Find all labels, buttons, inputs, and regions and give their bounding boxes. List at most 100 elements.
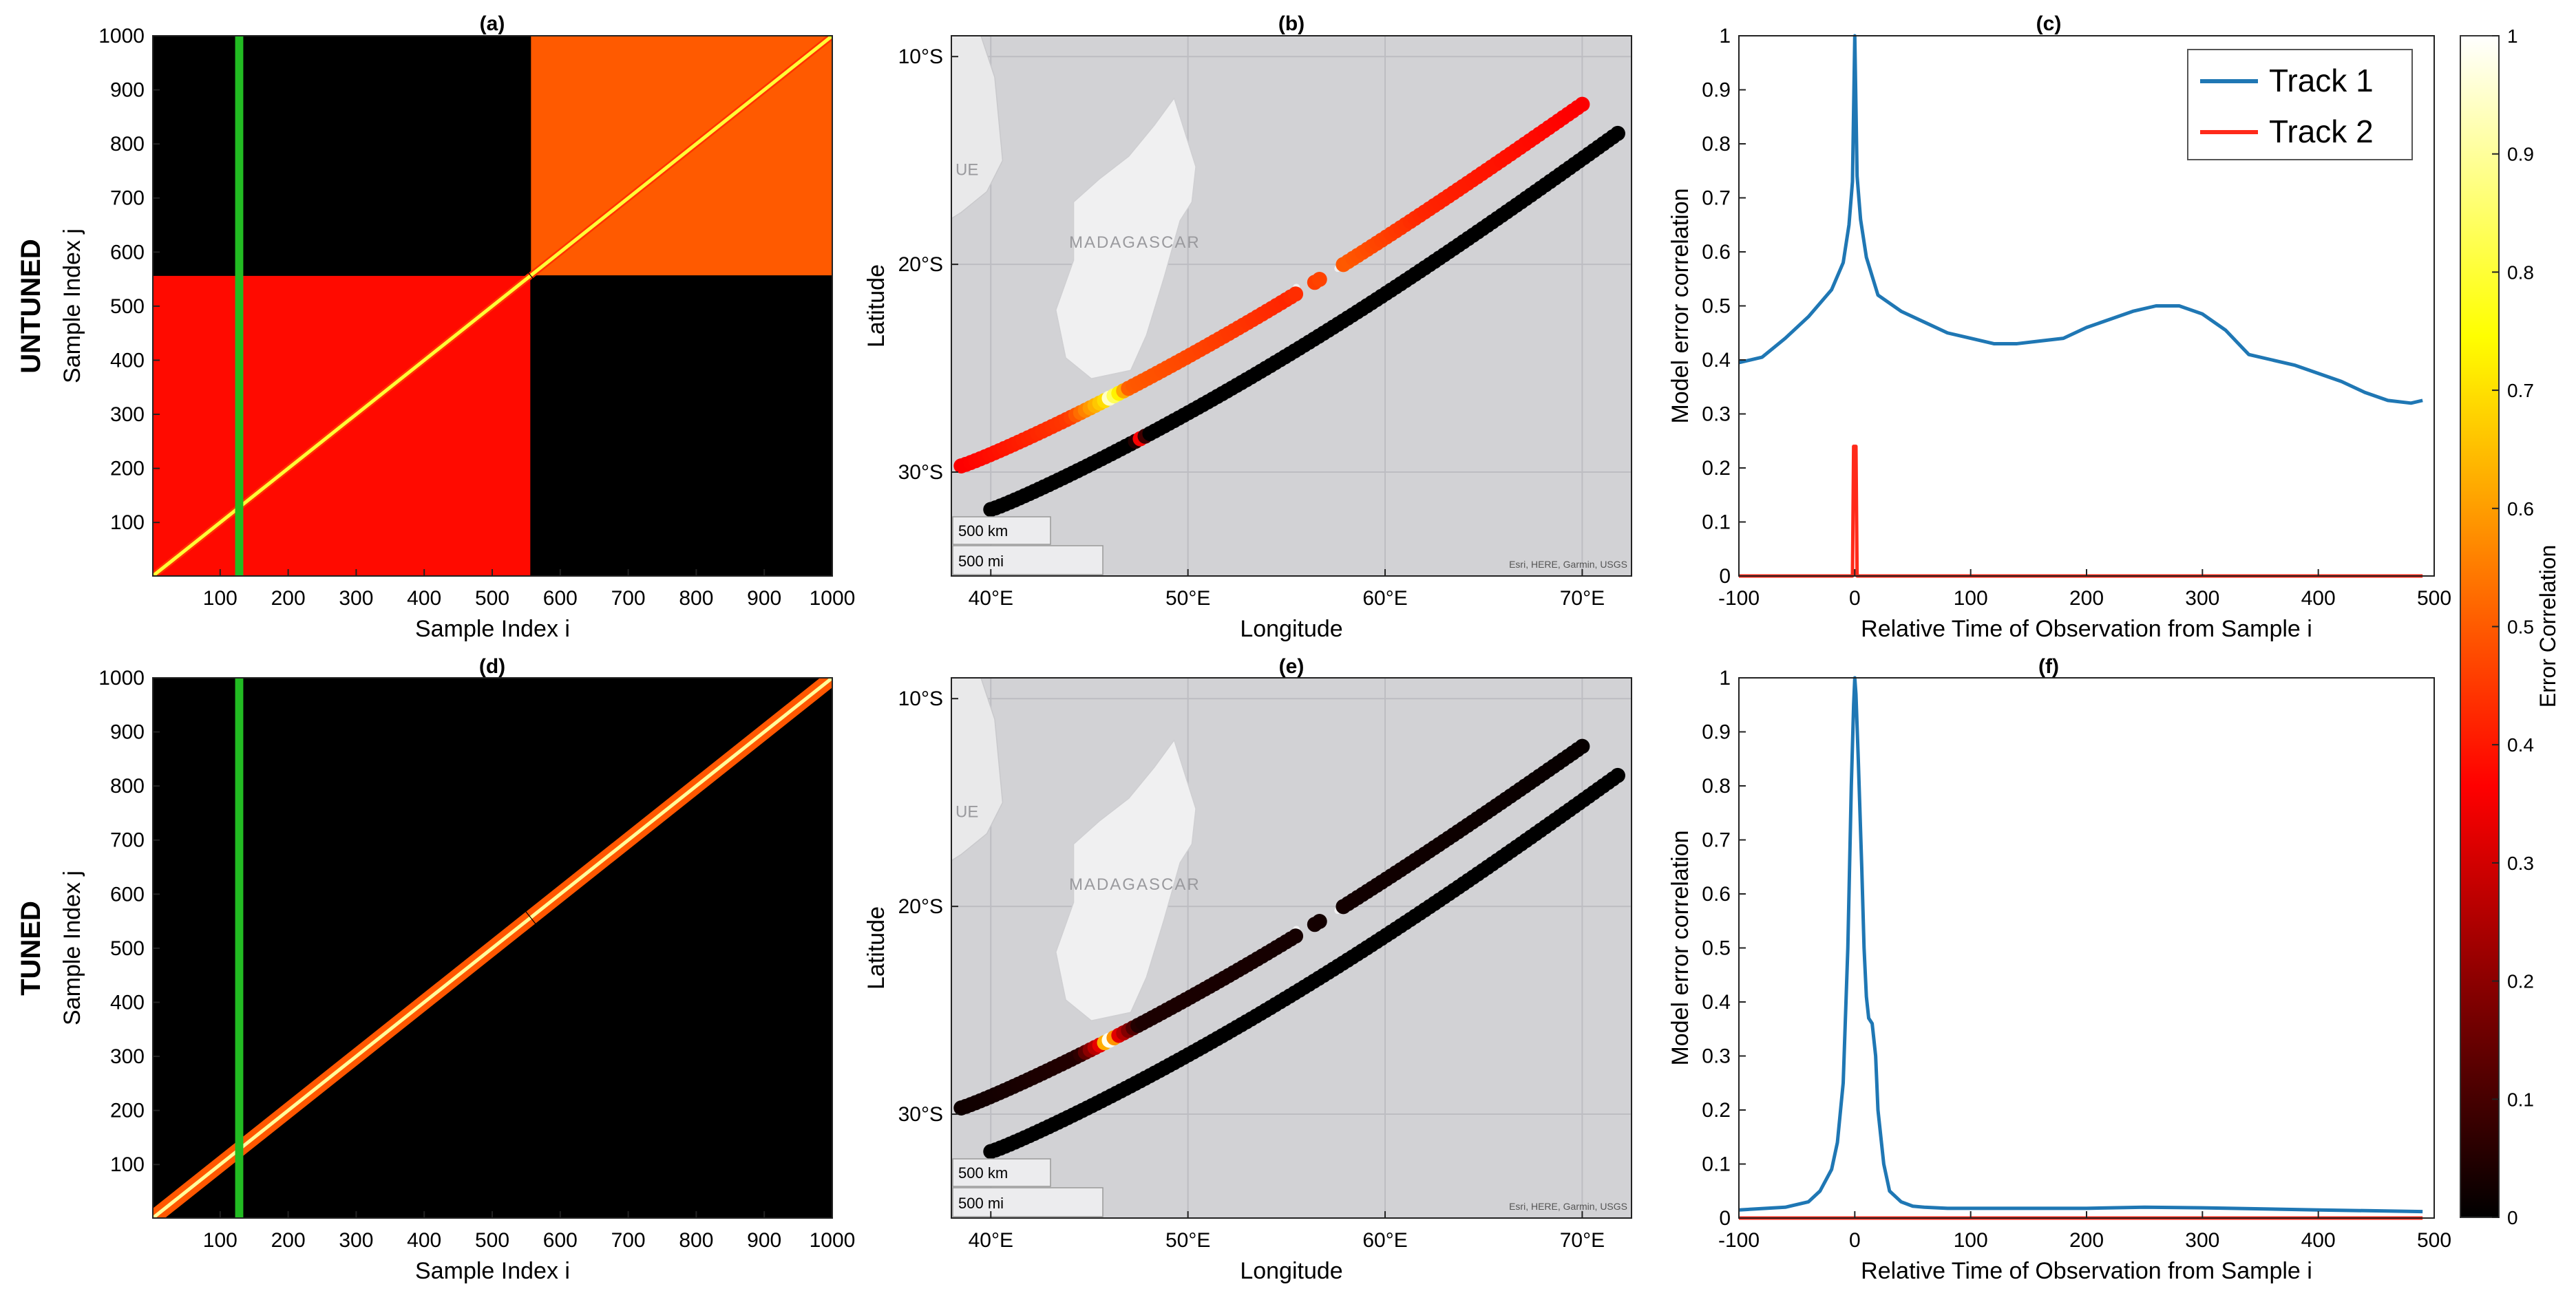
b-xtick-label: 50°E <box>1165 587 1210 610</box>
row-label-tuned: TUNED <box>16 901 46 996</box>
e-map-layer: MADAGASCAR UE 500 km 500 mi Esri, HERE, Garm… <box>951 678 1632 1218</box>
c-series-track-1 <box>1738 34 2423 405</box>
c-xtick-label: 200 <box>2069 587 2104 610</box>
a-xtick-label: 600 <box>543 587 578 610</box>
e-edge-label: UE <box>956 802 978 821</box>
d-xtick-label: 200 <box>271 1229 306 1252</box>
a-xtick-label: 300 <box>339 587 373 610</box>
f-ytick-label: 0.6 <box>1702 883 1731 906</box>
c-ytick-label: 0.3 <box>1702 403 1731 426</box>
b-ytick-label: 20°S <box>898 253 943 276</box>
b-point-track-1 <box>1288 286 1304 302</box>
b-edge-label: UE <box>956 160 978 179</box>
d-ytick-label: 400 <box>110 991 145 1014</box>
panel-a-title: (a) <box>480 12 505 35</box>
f-xtick-label: 300 <box>2185 1229 2219 1252</box>
f-ytick-label: 0 <box>1719 1207 1731 1230</box>
colorbar-tick-label: 0.4 <box>2507 734 2534 756</box>
panel-b-title: (b) <box>1278 12 1305 35</box>
b-madagascar-land <box>1055 96 1196 379</box>
c-xtick-label: 0 <box>1849 587 1861 610</box>
d-ytick-label: 500 <box>110 937 145 960</box>
c-xtick-label: -100 <box>1718 587 1760 610</box>
f-xtick-label: -100 <box>1718 1229 1760 1252</box>
d-xtick-label: 400 <box>407 1229 441 1252</box>
f-xtick-label: 500 <box>2417 1229 2451 1252</box>
a-cells <box>153 36 832 576</box>
colorbar-tick-label: 0.1 <box>2507 1089 2534 1110</box>
f-ytick-label: 1 <box>1719 667 1731 690</box>
a-xlabel: Sample Index i <box>415 616 570 642</box>
colorbar-tick-label: 0.2 <box>2507 971 2534 992</box>
b-country-label: MADAGASCAR <box>1069 233 1201 252</box>
panel-e-title: (e) <box>1279 655 1305 678</box>
c-xtick-label: 300 <box>2185 587 2219 610</box>
e-ytick-label: 20°S <box>898 895 943 918</box>
a-xtick-label: 1000 <box>810 587 856 610</box>
a-ytick-label: 200 <box>110 458 145 480</box>
c-xtick-label: 500 <box>2417 587 2451 610</box>
f-xlabel: Relative Time of Observation from Sample… <box>1861 1258 2312 1284</box>
b-point-track-1 <box>1311 271 1327 287</box>
d-xtick-label: 800 <box>679 1229 713 1252</box>
b-scale-km-label: 500 km <box>958 522 1008 540</box>
b-point-track-2 <box>1609 125 1625 141</box>
c-ytick-label: 0.2 <box>1702 457 1731 480</box>
b-xtick-label: 70°E <box>1560 587 1605 610</box>
d-ytick-label: 100 <box>110 1153 145 1176</box>
colorbar-tick-label: 1 <box>2507 25 2518 47</box>
e-xtick-label: 60°E <box>1362 1229 1407 1252</box>
f-xtick-label: 0 <box>1849 1229 1861 1252</box>
a-diagonal <box>529 36 832 277</box>
e-ocean <box>951 678 1632 1218</box>
c-xtick-label: 100 <box>1954 587 1988 610</box>
b-ytick-label: 10°S <box>898 45 943 68</box>
a-xtick-label: 800 <box>679 587 713 610</box>
b-ytick-label: 30°S <box>898 461 943 484</box>
f-ytick-label: 0.7 <box>1702 829 1731 852</box>
panel-f-line-chart: -100 0 100 200 300 400 50000.10.20.30.40.50.60… <box>1667 667 2451 1284</box>
a-ytick-label: 900 <box>110 79 145 102</box>
e-country-label: MADAGASCAR <box>1069 875 1201 894</box>
colorbar-tick-label: 0.8 <box>2507 262 2534 283</box>
colorbar-tick-label: 0.5 <box>2507 617 2534 638</box>
c-ytick-label: 0 <box>1719 565 1731 588</box>
b-scale-km-box <box>952 516 1051 545</box>
colorbar-label: Error Correlation <box>2535 545 2560 708</box>
c-ytick-label: 0.9 <box>1702 79 1731 102</box>
colorbar-tick-label: 0.7 <box>2507 380 2534 401</box>
e-xtick-label: 40°E <box>969 1229 1013 1252</box>
d-diagonal <box>153 916 531 1218</box>
d-xtick-label: 1000 <box>810 1229 856 1252</box>
f-ytick-label: 0.1 <box>1702 1153 1731 1176</box>
f-ytick-label: 0.2 <box>1702 1099 1731 1122</box>
d-diagonal <box>529 678 832 919</box>
d-xtick-label: 300 <box>339 1229 373 1252</box>
a-xtick-label: 900 <box>747 587 781 610</box>
b-xlabel: Longitude <box>1240 616 1342 642</box>
c-ytick-label: 0.8 <box>1702 133 1731 156</box>
c-ytick-label: 0.1 <box>1702 511 1731 534</box>
panel-f-title: (f) <box>2038 655 2059 678</box>
f-ytick-label: 0.5 <box>1702 937 1731 960</box>
panel-d-title: (d) <box>479 655 505 678</box>
b-scale-mi-box <box>952 545 1104 575</box>
a-xtick-label: 700 <box>611 587 646 610</box>
c-ytick-label: 0.6 <box>1702 241 1731 264</box>
panel-a-heatmap: 100 200 300 400 500 600 700 800 900 1000 100 200 300… <box>59 25 855 642</box>
e-point-track-1 <box>1311 913 1327 929</box>
colorbar: Error Correlation 0 0.1 0.2 0.3 0.4 0.5 0.6 0.7… <box>2460 25 2560 1228</box>
legend-label-track-1: Track 1 <box>2269 63 2374 98</box>
panel-e-map: MADAGASCAR UE 500 km 500 mi Esri, HERE, Garm… <box>863 677 1632 1284</box>
panel-d-heatmap: 100 200 300 400 500 600 700 800 900 1000 100 200 300… <box>59 667 855 1284</box>
d-ytick-label: 900 <box>110 721 145 744</box>
c-xtick-label: 400 <box>2301 587 2336 610</box>
a-diagonal <box>153 274 531 576</box>
d-cells <box>153 678 832 1218</box>
colorbar-tick-label: 0.3 <box>2507 853 2534 874</box>
e-point-track-1 <box>1288 928 1304 944</box>
colorbar-tick-label: 0.6 <box>2507 498 2534 520</box>
legend: Track 1 Track 2 <box>2187 49 2413 160</box>
e-scale-km-label: 500 km <box>958 1164 1008 1182</box>
